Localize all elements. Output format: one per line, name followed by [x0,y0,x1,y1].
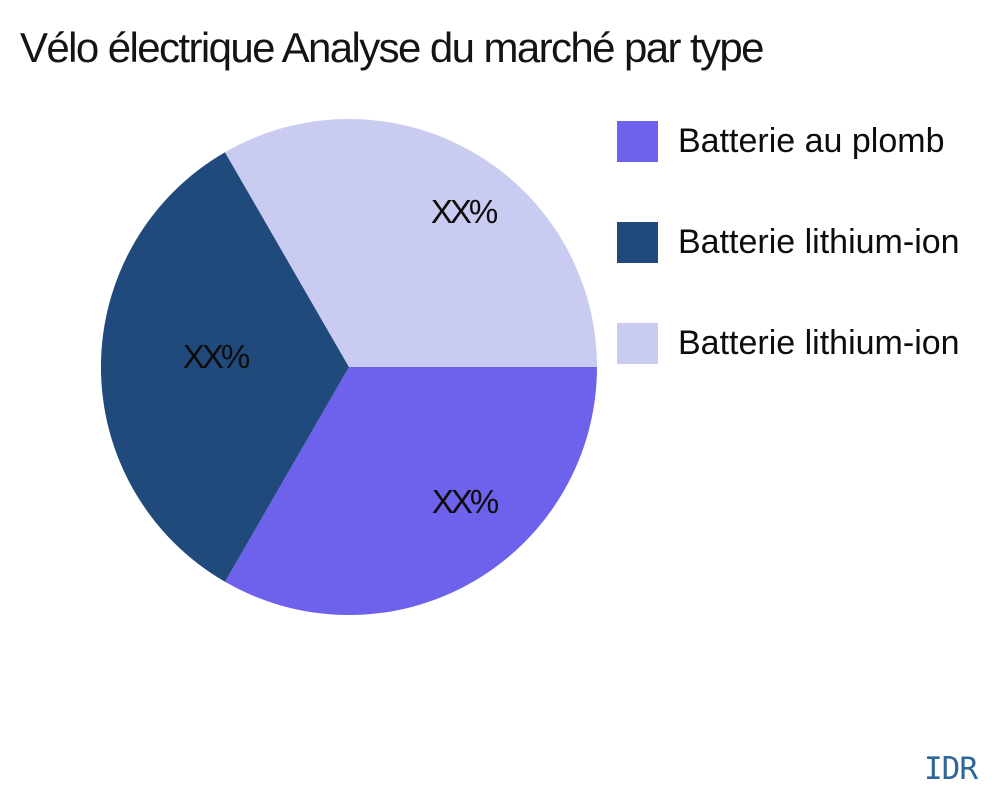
legend-item-batterie-lithium-ion-2: Batterie lithium-ion [617,322,960,364]
legend-label: Batterie au plomb [678,121,945,160]
legend-label: Batterie lithium-ion [678,222,960,261]
pie-slice-0 [225,367,598,616]
brand-watermark: IDR [924,751,978,787]
legend-swatch-navy [617,221,658,263]
slice-label-batterie-lithium-ion-2: XX% [430,193,498,230]
legend-swatch-purple [617,120,658,162]
legend: Batterie au plomb Batterie lithium-ion B… [617,120,960,364]
legend-label: Batterie lithium-ion [678,323,960,362]
pie-slice-1 [100,152,349,582]
legend-item-batterie-au-plomb: Batterie au plomb [617,120,960,162]
pie-slice-2 [225,118,597,367]
legend-item-batterie-lithium-ion-1: Batterie lithium-ion [617,221,960,263]
slice-label-batterie-lithium-ion-1: XX% [182,338,250,375]
legend-swatch-lavender [617,322,658,364]
slice-label-batterie-au-plomb: XX% [431,483,499,520]
chart-title: Vélo électrique Analyse du marché par ty… [20,24,765,71]
